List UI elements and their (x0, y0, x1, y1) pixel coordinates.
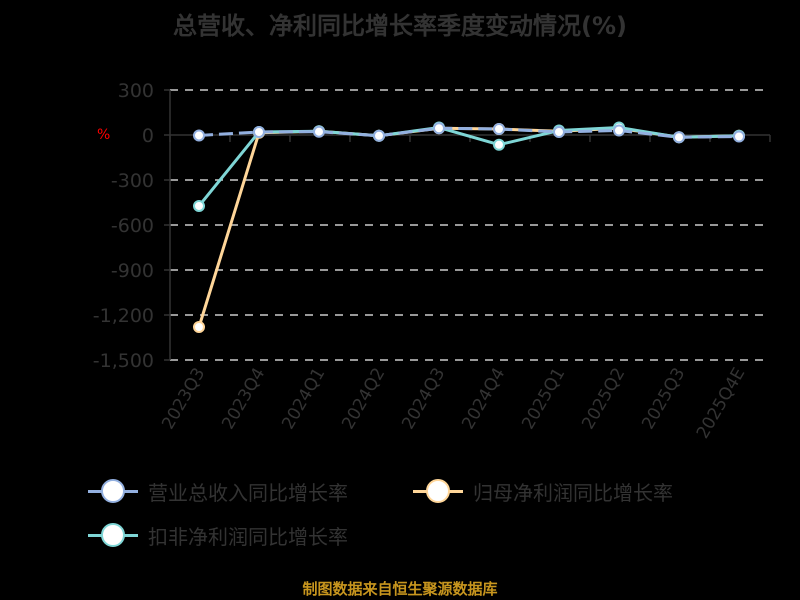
data-point[interactable] (613, 124, 625, 137)
y-tick-label: 0 (142, 125, 154, 147)
x-tick-label: 2024Q1 (278, 365, 329, 433)
x-tick-label: 2024Q4 (458, 365, 509, 433)
legend-dot (101, 479, 125, 503)
series-lines (193, 121, 745, 333)
legend-label: 扣非净利润同比增长率 (148, 524, 348, 549)
data-point[interactable] (433, 122, 445, 135)
gridlines (170, 89, 770, 361)
legend-dot (101, 523, 125, 547)
x-tick-label: 2025Q2 (578, 365, 629, 433)
legend-label: 营业总收入同比增长率 (148, 480, 348, 505)
x-tick-label: 2023Q3 (158, 365, 209, 433)
y-tick-label: 300 (118, 80, 154, 102)
data-point[interactable] (193, 321, 205, 333)
y-tick-label: -300 (111, 170, 154, 192)
x-axis-labels: 2023Q3 2023Q4 2024Q1 2024Q2 2024Q3 2024Q4 2025… (158, 365, 749, 443)
legend-item-net-profit[interactable]: 归母净利润同比增长率 (413, 476, 673, 506)
y-axis-labels: 300 0 -300 -600 -900 -1,200 -1,500 (93, 80, 154, 372)
legend-dot (426, 479, 450, 503)
x-tick-label: 2024Q3 (398, 365, 449, 433)
x-tick-label: 2024Q2 (338, 365, 389, 433)
y-tick-label: -900 (111, 260, 154, 282)
series-line (197, 125, 740, 207)
data-point[interactable] (193, 129, 205, 142)
legend-label: 归母净利润同比增长率 (473, 480, 673, 505)
data-point[interactable] (493, 138, 505, 151)
y-tick-label: -600 (111, 215, 154, 237)
data-point[interactable] (253, 126, 265, 138)
data-point[interactable] (673, 131, 685, 144)
legend-marker-icon (413, 476, 463, 506)
data-point[interactable] (493, 123, 505, 135)
legend-item-deducted-net-profit[interactable]: 扣非净利润同比增长率 (88, 520, 348, 550)
y-tick-label: -1,500 (93, 350, 154, 372)
source-note: 制图数据来自恒生聚源数据库 (302, 580, 498, 598)
y-tick-label: -1,200 (93, 305, 154, 327)
y-axis-unit-label: % (97, 127, 110, 143)
legend-marker-icon (88, 476, 138, 506)
series-line (197, 126, 740, 328)
data-point[interactable] (313, 125, 325, 138)
x-tick-label: 2025Q3 (638, 365, 689, 433)
series-line (198, 126, 740, 139)
chart-title: 总营收、净利同比增长率季度变动情况(%) (173, 12, 627, 40)
data-point[interactable] (553, 126, 565, 138)
x-tick-label: 2025Q4E (693, 365, 749, 443)
data-point[interactable] (373, 129, 385, 142)
x-tick-label: 2025Q1 (518, 365, 569, 433)
data-point[interactable] (733, 130, 745, 143)
legend-item-revenue[interactable]: 营业总收入同比增长率 (88, 476, 348, 506)
x-tick-label: 2023Q4 (218, 365, 269, 433)
data-point[interactable] (193, 199, 205, 212)
legend-marker-icon (88, 520, 138, 550)
